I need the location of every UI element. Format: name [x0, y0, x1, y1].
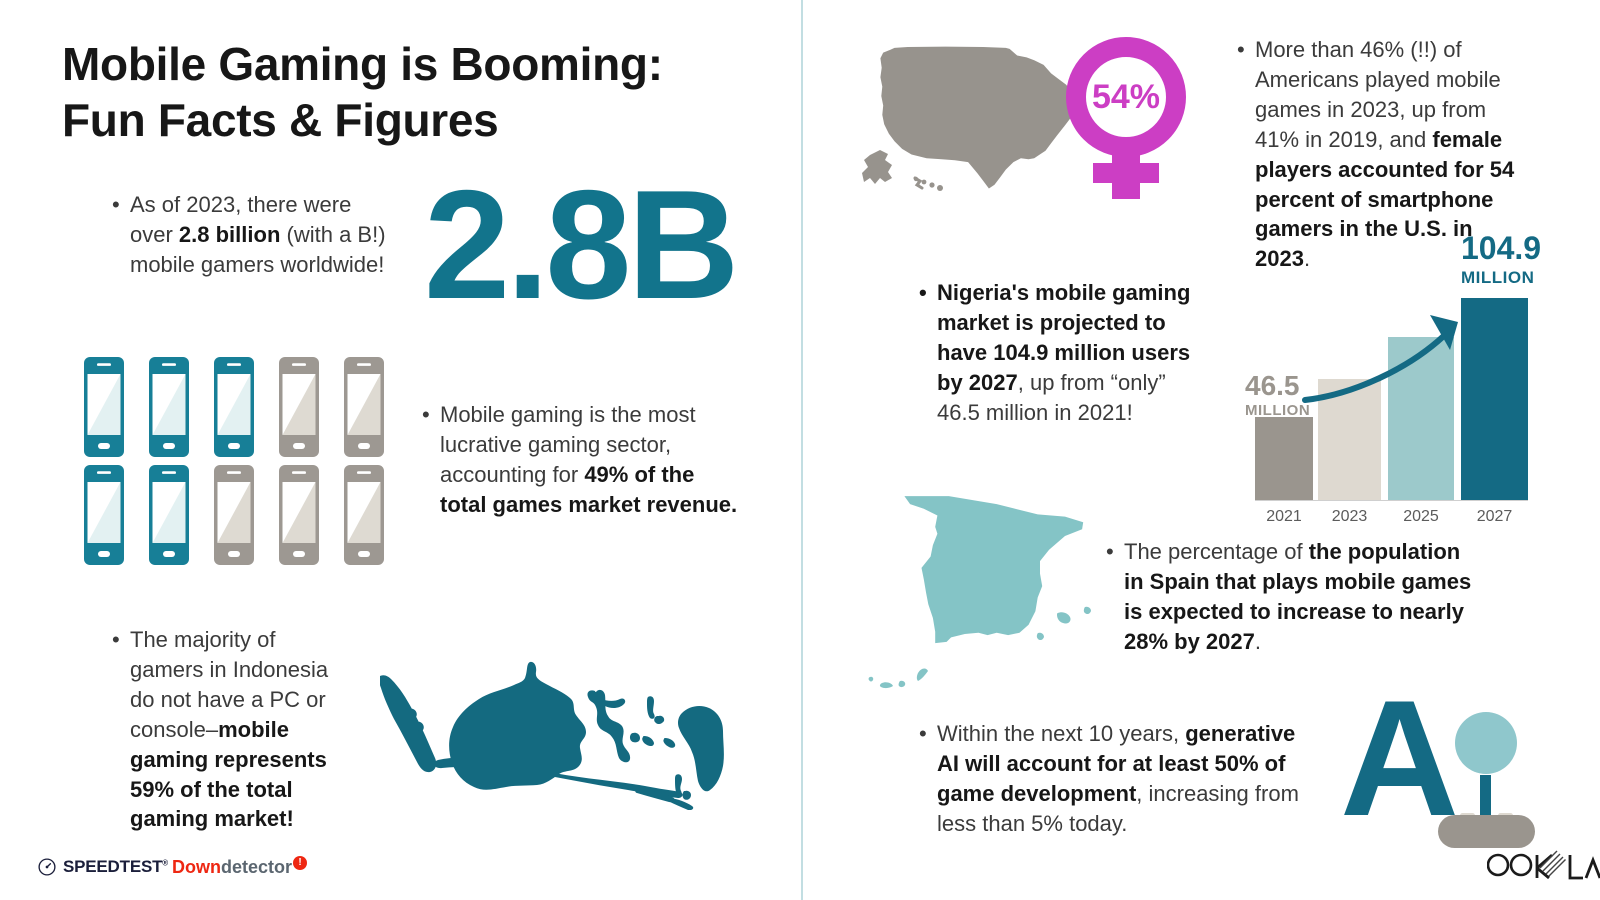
- svg-text:54%: 54%: [1092, 78, 1160, 116]
- svg-text:A: A: [1340, 680, 1455, 850]
